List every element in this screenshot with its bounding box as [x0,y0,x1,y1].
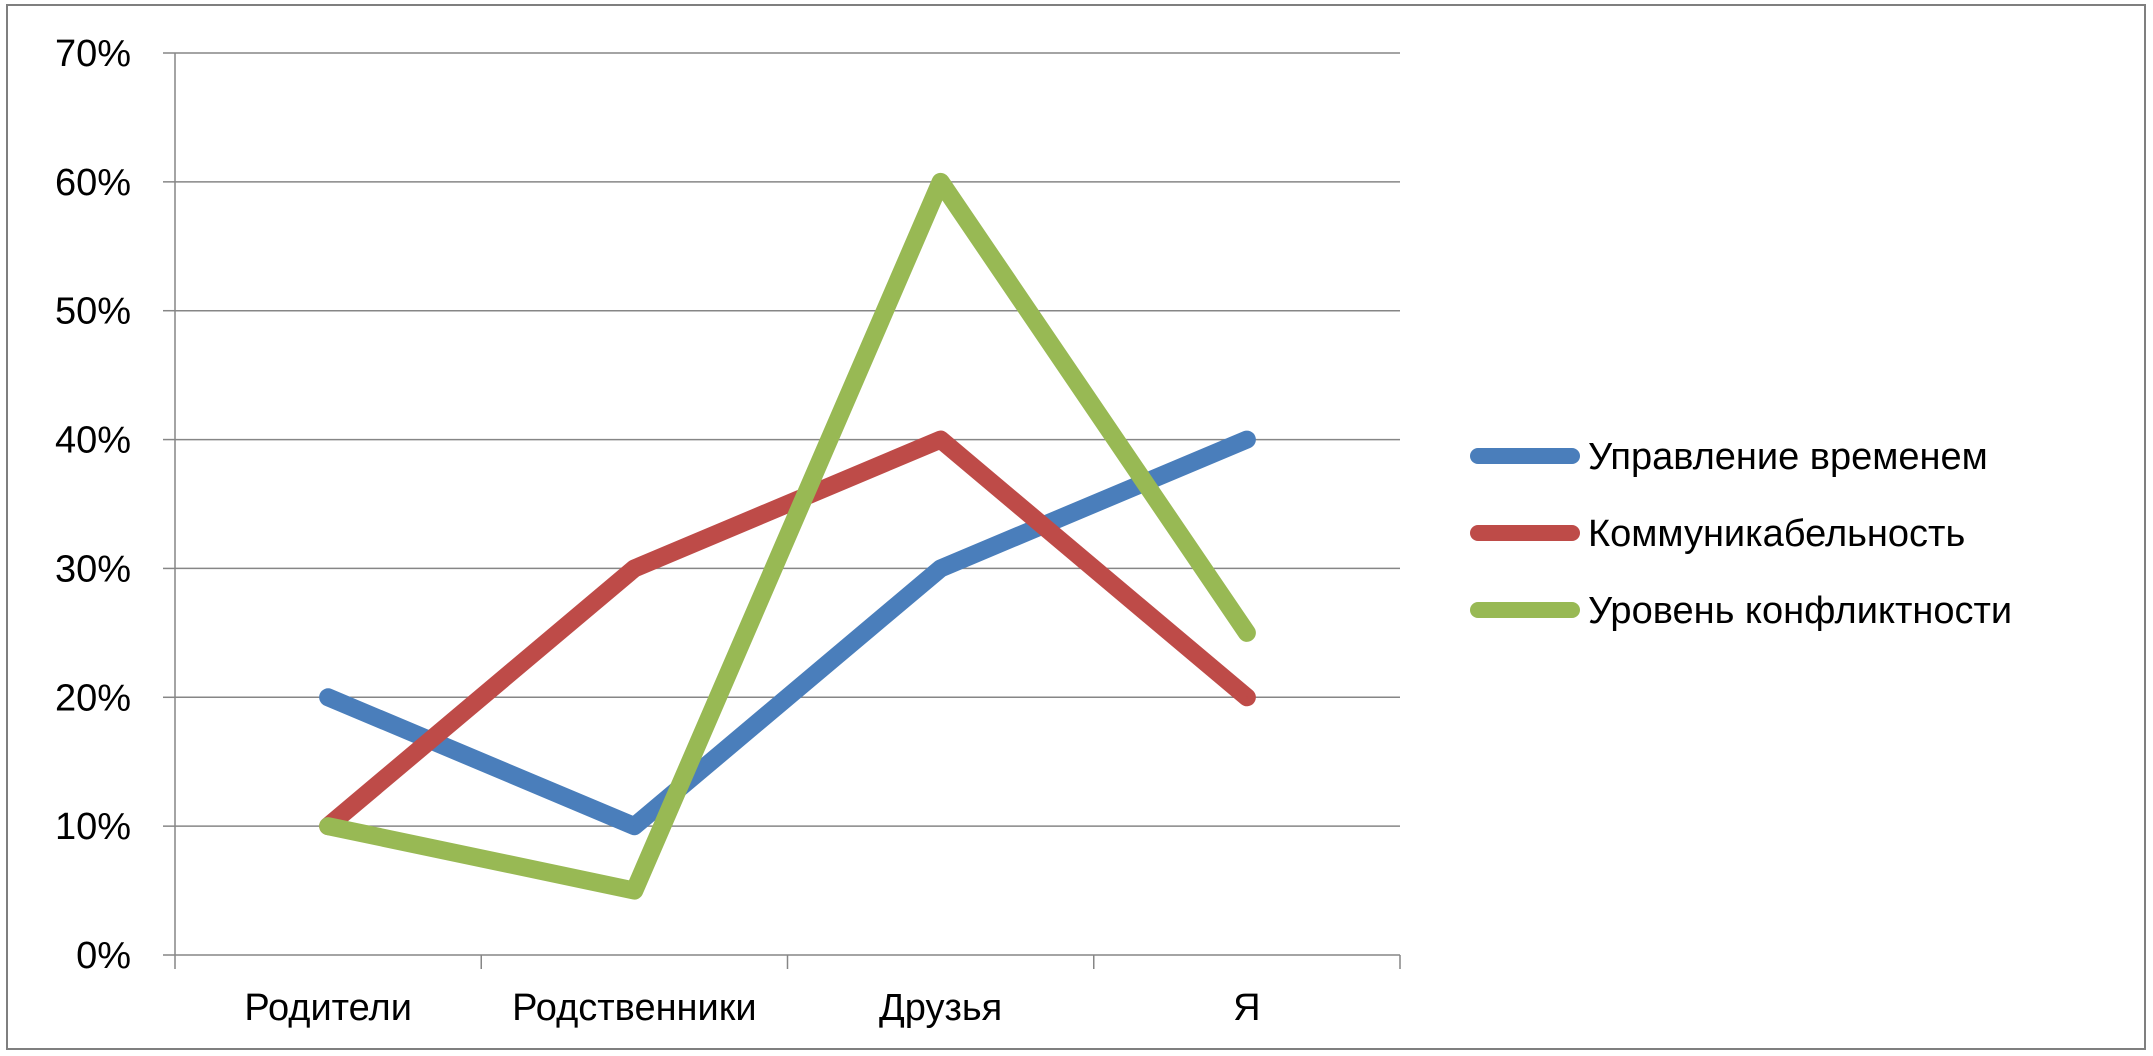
data-point [633,889,636,892]
legend-label: Уровень конфликтности [1588,590,2012,632]
data-point [1245,438,1248,441]
y-tick-label: 0% [76,935,131,977]
data-point [1245,696,1248,699]
y-tick-label: 50% [55,291,131,333]
x-tick-label: Друзья [879,987,1002,1029]
data-point [1245,631,1248,634]
y-tick-label: 10% [55,806,131,848]
x-tick-label: Родственники [512,987,757,1029]
legend: Управление временем Коммуникабельность Уро… [1470,436,2012,632]
series-line-3 [319,172,1256,900]
axes [174,53,1401,969]
legend-label: Управление временем [1588,436,1988,478]
series-line-2 [319,430,1256,836]
y-tick-label: 40% [55,420,131,462]
data-point [633,567,636,570]
x-tick-labels: Родители Родственники Друзья Я [244,987,1260,1029]
data-point [939,567,942,570]
chart-frame [6,4,2146,1050]
legend-label: Коммуникабельность [1588,513,1965,555]
y-tick-label: 30% [55,548,131,590]
y-tick-label: 20% [55,677,131,719]
y-tick-label: 70% [55,33,131,75]
series-line-1 [319,430,1256,836]
x-tick-label: Я [1233,987,1260,1029]
series-lines [319,172,1256,900]
data-point [327,696,330,699]
y-tick-label: 60% [55,162,131,204]
y-tick-labels: 0% 10% 20% 30% 40% 50% 60% 70% [55,33,131,977]
data-point [633,825,636,828]
data-point [327,825,330,828]
data-point [939,180,942,183]
x-tick-label: Родители [244,987,412,1029]
data-point [939,438,942,441]
